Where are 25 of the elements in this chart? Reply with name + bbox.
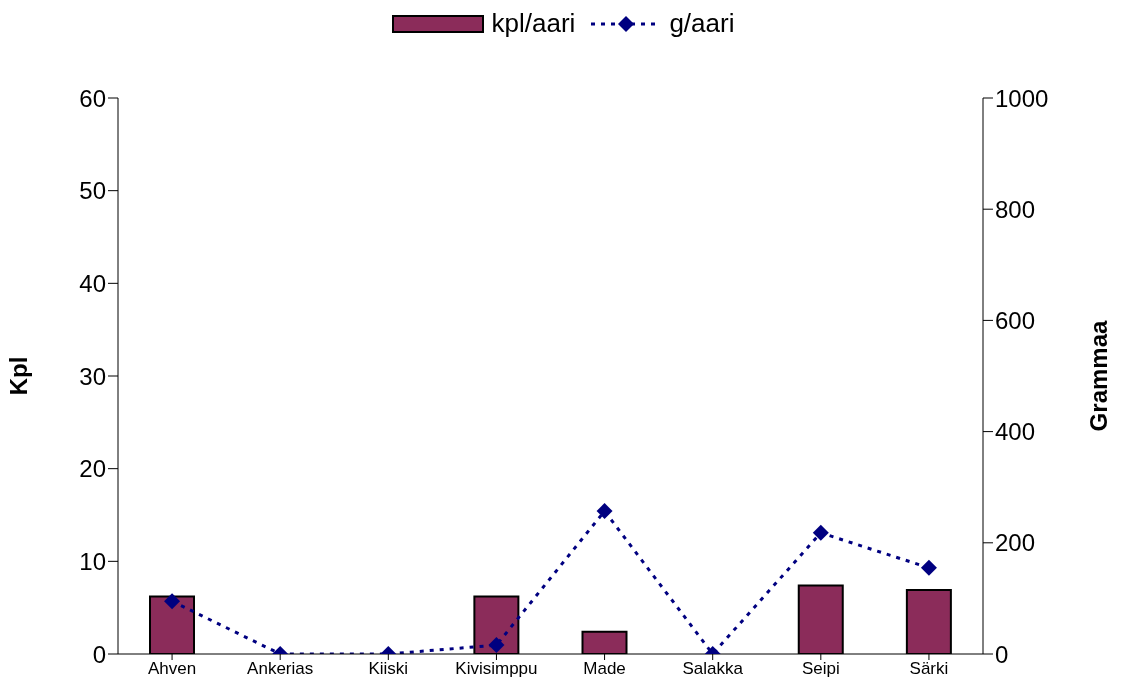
y-tick-label: 20: [79, 455, 106, 483]
y2-tick-label: 200: [995, 529, 1036, 557]
x-tick-label: Ankerias: [247, 659, 314, 679]
y-tick-label: 0: [92, 640, 106, 668]
legend-label: g/aari: [669, 8, 735, 39]
x-tick-label: Salakka: [682, 659, 744, 679]
y2-tick-label: 400: [995, 418, 1036, 446]
x-tick-label: Made: [583, 659, 626, 679]
y-axis-title: Kpl: [4, 356, 32, 396]
y2-axis-title: Grammaa: [1084, 319, 1112, 432]
y-tick-label: 30: [79, 362, 106, 390]
x-tick-label: Kiiski: [368, 659, 409, 679]
x-tick-label: Särki: [909, 659, 949, 679]
y-tick-label: 40: [79, 269, 106, 297]
y-tick-label: 50: [79, 177, 106, 205]
legend-label: kpl/aari: [491, 8, 576, 39]
x-tick-label: Seipi: [801, 659, 840, 679]
x-tick-label: Kivisimppu: [455, 659, 538, 679]
y-tick-label: 60: [79, 84, 106, 112]
y2-tick-label: 1000: [995, 84, 1049, 112]
y-tick-label: 10: [79, 547, 106, 575]
y2-tick-label: 800: [995, 195, 1036, 223]
y2-tick-label: 600: [995, 306, 1036, 334]
x-tick-label: Ahven: [147, 659, 197, 679]
y2-tick-label: 0: [995, 640, 1009, 668]
